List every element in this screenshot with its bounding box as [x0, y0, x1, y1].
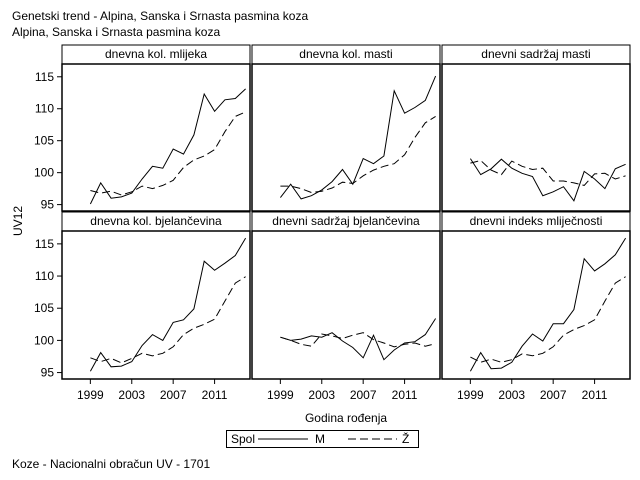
panel-frame: [441, 63, 631, 212]
panel-title: dnevna kol. bjelančevina: [90, 214, 222, 228]
chart-subtitle: Alpina, Sanska i Srnasta pasmina koza: [12, 25, 221, 39]
series-line-m: [89, 237, 247, 372]
panel-frame: [61, 230, 251, 380]
x-tick-label: 1999: [267, 388, 294, 402]
x-tick-label: 2007: [160, 388, 187, 402]
x-tick-label: 2011: [392, 388, 418, 402]
y-tick-label: 95: [41, 366, 55, 380]
y-tick-label: 115: [35, 70, 54, 84]
x-tick-label: 2003: [118, 388, 145, 402]
x-tick-label: 2003: [498, 388, 525, 402]
y-tick-label: 105: [34, 301, 54, 315]
y-tick-label: 115: [35, 237, 54, 251]
y-tick-label: 110: [35, 269, 54, 283]
x-tick-label: 2011: [202, 388, 228, 402]
series-line-m: [280, 318, 437, 361]
chart-title: Genetski trend - Alpina, Sanska i Srnast…: [12, 9, 309, 23]
legend-label-z: Ž: [402, 431, 409, 446]
x-tick-label: 1999: [457, 388, 484, 402]
series-line-m: [469, 237, 627, 372]
series-line-z: [90, 111, 246, 196]
series-line-m: [89, 88, 246, 205]
x-tick-label: 1999: [77, 388, 104, 402]
panel-frame: [251, 230, 441, 380]
y-axis-label: UV12: [11, 206, 25, 236]
panel-frame: [61, 63, 251, 212]
legend-title: Spol: [231, 432, 255, 446]
panel-title: dnevna kol. masti: [299, 47, 392, 61]
panel-title: dnevni sadržaj bjelančevina: [272, 214, 420, 228]
panel-title: dnevni indeks mliječnosti: [470, 214, 603, 228]
y-tick-label: 95: [41, 198, 55, 212]
x-tick-label: 2011: [582, 388, 608, 402]
x-tick-label: 2007: [350, 388, 377, 402]
y-tick-label: 110: [35, 102, 54, 116]
y-tick-label: 100: [34, 333, 54, 347]
series-line-z: [470, 159, 626, 186]
series-line-z: [470, 276, 626, 363]
series-line-m: [469, 158, 626, 202]
legend: [226, 430, 419, 448]
series-line-z: [280, 332, 436, 348]
series-line-m: [280, 75, 437, 200]
series-line-z: [280, 115, 436, 194]
y-tick-label: 105: [34, 134, 54, 148]
series-line-z: [90, 276, 246, 364]
panel-title: dnevna kol. mlijeka: [105, 47, 207, 61]
legend-label-m: M: [315, 432, 325, 446]
panel-frame: [441, 230, 631, 380]
footer-note: Koze - Nacionalni obračun UV - 1701: [12, 457, 211, 471]
y-tick-label: 100: [34, 166, 54, 180]
x-tick-label: 2007: [540, 388, 567, 402]
x-tick-label: 2003: [308, 388, 335, 402]
panel-title: dnevni sadržaj masti: [481, 47, 590, 61]
x-axis-label: Godina rođenja: [305, 411, 387, 425]
panel-frame: [251, 63, 441, 212]
